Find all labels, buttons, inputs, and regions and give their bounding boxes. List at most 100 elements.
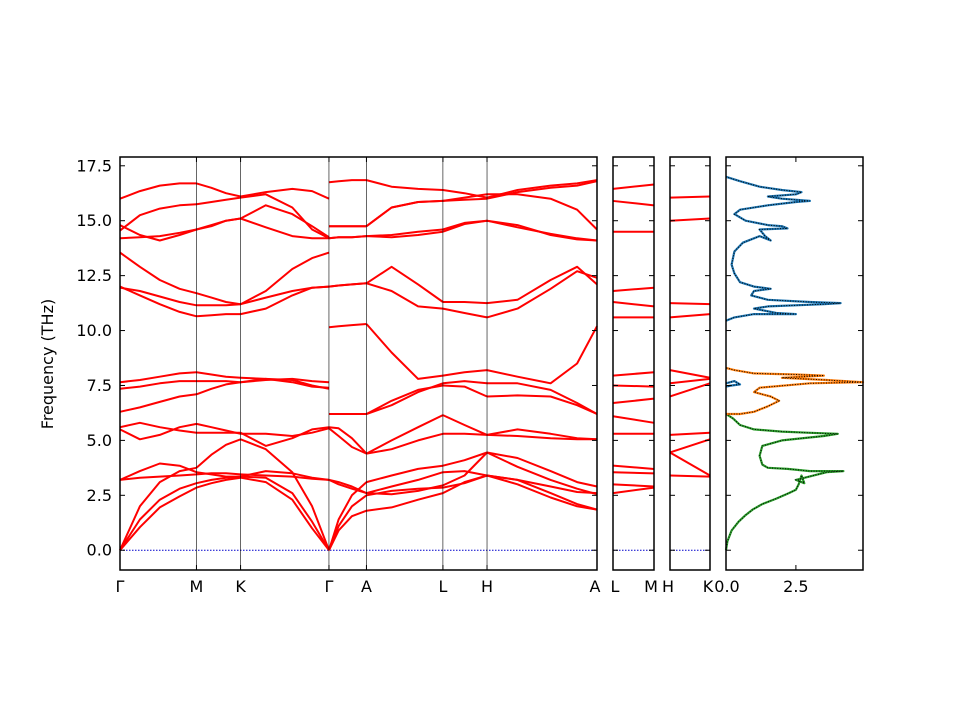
dos-total-curve <box>725 380 742 388</box>
phonon-band-line <box>486 325 598 385</box>
y-tick-label: 7.5 <box>87 376 112 395</box>
x-tick-label: Γ <box>324 577 333 596</box>
phonon-band-line <box>669 313 711 319</box>
phonon-band-line <box>328 426 368 455</box>
phonon-band-line <box>442 189 488 199</box>
phonon-band-line <box>442 307 488 319</box>
phonon-band-line <box>328 235 367 240</box>
dos-x-tick-label: 2.5 <box>783 577 808 596</box>
phonon-band-line <box>669 369 711 379</box>
phonon-band-line <box>486 179 598 199</box>
phonon-band-line <box>196 303 241 307</box>
dos-x-tick-label: 0.0 <box>714 577 739 596</box>
phonon-band-line <box>328 282 367 288</box>
phonon-band-line <box>442 451 488 467</box>
phonon-band-line <box>240 476 330 551</box>
phonon-band-line <box>612 183 655 190</box>
L-M-panel-frame <box>612 156 655 571</box>
phonon-band-line <box>119 224 197 242</box>
phonon-band-line <box>366 230 444 239</box>
phonon-band-line <box>442 384 488 398</box>
phonon-band-line <box>612 471 655 475</box>
phonon-band-line <box>669 217 711 222</box>
x-tick-label: A <box>361 577 372 596</box>
phonon-band-line <box>240 427 330 437</box>
phonon-band-line <box>442 432 488 436</box>
phonon-band-line <box>486 451 598 488</box>
dos-panel: 0.0 2.5 <box>714 156 865 596</box>
phonon-band-line <box>119 182 197 200</box>
phonon-band-line <box>240 285 330 316</box>
phonon-band-line <box>669 382 711 398</box>
phonon-band-line <box>612 397 655 405</box>
x-tick-label: H <box>481 577 493 596</box>
phonon-band-line <box>486 474 598 495</box>
y-tick-label: 12.5 <box>76 266 112 285</box>
phonon-band-line <box>366 282 443 310</box>
phonon-band-line <box>119 466 197 551</box>
phonon-band-line <box>196 380 241 384</box>
y-tick-label: 5.0 <box>87 431 112 450</box>
phonon-band-line <box>195 438 241 469</box>
phonon-band-line <box>442 369 488 377</box>
phonon-band-line <box>119 203 197 232</box>
phonon-band-line <box>612 199 655 207</box>
phonon-band-line <box>365 199 443 228</box>
phonon-band-line <box>119 251 197 295</box>
phonon-band-line <box>119 380 197 390</box>
phonon-band-line <box>365 323 444 380</box>
phonon-band-line <box>669 438 711 454</box>
dos-total-curve <box>725 176 841 322</box>
phonon-band-line <box>240 193 330 240</box>
phonon-band-line <box>196 381 241 396</box>
x-tick-label: M <box>644 577 658 596</box>
phonon-band-line <box>119 462 197 481</box>
phonon-band-line <box>486 474 598 511</box>
phonon-band-line <box>328 179 367 184</box>
phonon-band-line <box>486 219 598 242</box>
phonon-band-line <box>486 394 598 415</box>
phonon-band-line <box>612 286 655 293</box>
phonon-band-line <box>196 371 241 379</box>
x-tick-label: H <box>662 577 674 596</box>
phonon-band-line <box>669 474 711 478</box>
phonon-band-line <box>366 228 443 238</box>
phonon-band-line <box>196 217 241 231</box>
phonon-band-line <box>119 228 197 240</box>
x-tick-label: K <box>235 577 246 596</box>
phonon-band-line <box>328 323 367 329</box>
phonon-band-line <box>240 251 330 306</box>
phonon-band-line <box>196 196 241 206</box>
phonon-band-line <box>119 371 197 384</box>
y-tick-label: 10.0 <box>76 321 112 340</box>
phonon-band-line <box>612 464 655 470</box>
phonon-band-line <box>442 301 488 305</box>
phonon-band-line <box>442 470 488 477</box>
phonon-band-line <box>442 414 488 436</box>
phonon-band-line <box>365 265 444 303</box>
phonon-band-line <box>442 474 488 489</box>
phonon-band-line <box>196 472 241 476</box>
phonon-band-line <box>442 219 488 231</box>
phonon-band-line <box>240 217 329 240</box>
x-tick-label: M <box>190 577 204 596</box>
phonon-band-line <box>119 486 197 551</box>
phonon-band-line <box>328 481 368 551</box>
phonon-band-line <box>196 292 241 306</box>
phonon-band-line <box>442 380 488 385</box>
dos-total-curve <box>725 413 844 551</box>
phonon-band-line <box>366 414 444 455</box>
phonon-band-line <box>669 377 711 385</box>
phonon-band-line <box>196 182 241 198</box>
dos-panel-frame <box>725 156 864 571</box>
phonon-band-line <box>196 476 241 489</box>
y-tick-label: 0.0 <box>87 541 112 560</box>
phonon-band-line <box>669 302 711 306</box>
phonon-band-line <box>366 484 444 496</box>
phonon-band-line <box>240 438 330 551</box>
x-tick-label: L <box>438 577 447 596</box>
phonon-band-line <box>669 431 711 436</box>
phonon-band-line <box>328 427 367 455</box>
phonon-band-line <box>366 471 444 495</box>
